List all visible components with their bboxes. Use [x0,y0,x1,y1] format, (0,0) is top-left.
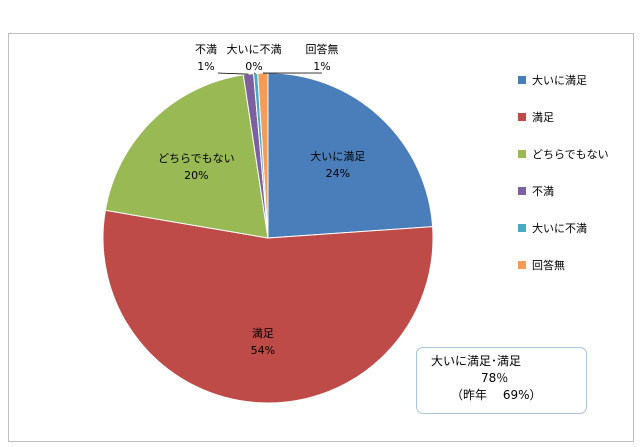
slice-value-label-daimanzoku: 24% [326,167,350,180]
legend-item-daimanzoku: 大いに満足 [518,72,609,87]
legend-label: 大いに満足 [532,73,587,87]
slice-name-label-manzoku: 満足 [252,327,274,340]
legend-item-kaitounashi: 回答無 [518,257,609,272]
legend-swatch [518,260,526,269]
legend-item-dochiralemonai: どちらでもない [518,146,609,161]
slice-value-label-daifuman: 0% [245,60,262,73]
legend: 大いに満足 満足 どちらでもない 不満 大いに不満 回答無 [518,72,609,294]
legend-label: どちらでもない [532,147,609,161]
legend-item-daifuman: 大いに不満 [518,220,609,235]
slice-name-label-kaitounashi: 回答無 [306,42,339,56]
legend-item-manzoku: 満足 [518,109,609,124]
annotation-line-3: （昨年 69%） [451,388,542,402]
pie-labels: 大いに満足 24% 満足 54% どちらでもない 20% 不満 1% 大いに不満 0% 回答無 1% [158,42,365,357]
legend-swatch [518,186,526,195]
pie-slice-manzoku [102,209,434,404]
slice-value-label-kaitounashi: 1% [313,60,330,73]
slice-value-label-dochirademonai: 20% [184,169,208,182]
slice-name-label-daifuman: 大いに不満 [227,42,282,56]
legend-label: 回答無 [532,258,565,272]
annotation-line-1: 大いに満足･満足 [431,354,522,368]
pie-slices [102,72,434,404]
summary-annotation: 大いに満足･満足 78％ （昨年 69%） [416,347,587,414]
slice-name-label-daimanzoku: 大いに満足 [310,149,365,163]
legend-label: 大いに不満 [532,221,587,235]
legend-label: 満足 [532,110,554,124]
pie-slice-daimanzoku [267,72,434,239]
slice-name-label-fuman: 不満 [195,43,217,56]
pie-slice-dochirademonai [104,74,269,239]
annotation-line-2: 78％ [481,371,509,385]
legend-swatch [518,112,526,121]
legend-swatch [518,223,526,232]
legend-swatch [518,149,526,158]
leader-lines [217,72,323,75]
legend-item-fuman: 不満 [518,183,609,198]
legend-swatch [518,75,526,84]
slice-value-label-fuman: 1% [197,60,214,73]
leader-line-fuman [217,72,249,75]
slice-value-label-manzoku: 54% [251,344,275,357]
slice-name-label-dochirademonai: どちらでもない [158,152,235,165]
legend-label: 不満 [532,184,554,198]
